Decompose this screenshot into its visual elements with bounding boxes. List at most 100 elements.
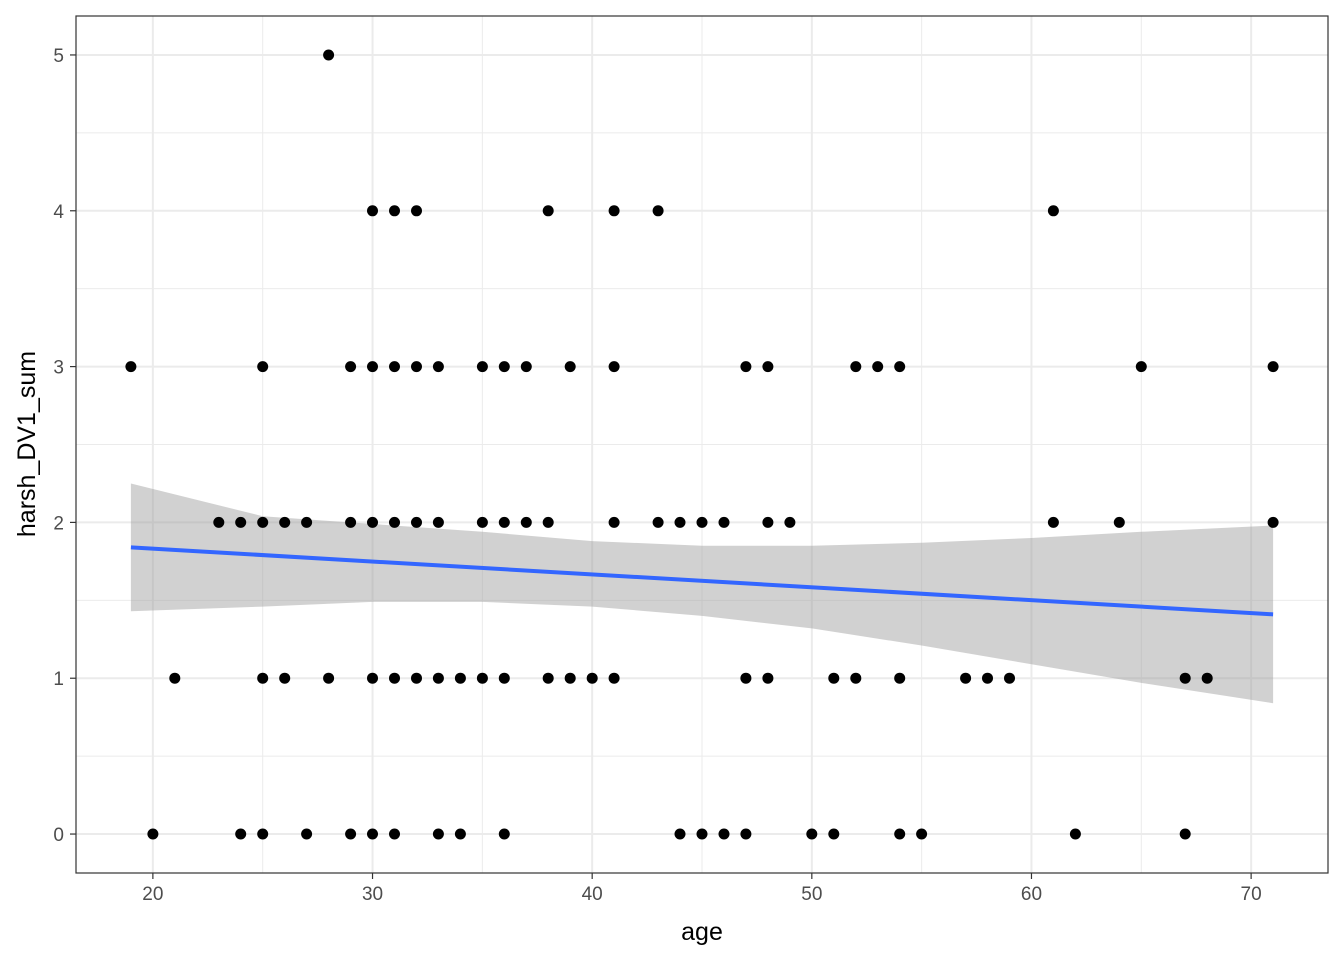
data-point <box>850 361 862 373</box>
data-point <box>257 516 269 528</box>
data-point <box>476 672 488 684</box>
data-point <box>389 361 400 373</box>
data-point <box>608 516 620 528</box>
data-point <box>147 828 159 840</box>
data-point <box>674 516 686 528</box>
data-points <box>125 49 1279 840</box>
data-point <box>213 516 225 528</box>
data-point <box>982 672 993 684</box>
data-point <box>542 516 554 528</box>
data-point <box>301 828 313 840</box>
data-point <box>279 672 291 684</box>
data-point <box>389 516 400 528</box>
data-point <box>257 828 269 840</box>
data-point <box>916 828 928 840</box>
data-point <box>542 205 554 217</box>
data-point <box>740 361 752 373</box>
data-point <box>564 672 576 684</box>
y-tick-label: 3 <box>53 358 64 379</box>
data-point <box>169 672 181 684</box>
data-point <box>498 672 510 684</box>
data-point <box>608 672 620 684</box>
data-point <box>323 49 335 61</box>
x-tick-label: 40 <box>582 884 603 905</box>
data-point <box>718 828 730 840</box>
data-point <box>1201 672 1213 684</box>
data-point <box>323 672 335 684</box>
data-point <box>520 361 532 373</box>
data-point <box>828 828 840 840</box>
data-point <box>1267 361 1279 373</box>
data-point <box>345 828 357 840</box>
data-point <box>367 516 378 528</box>
data-point <box>498 361 510 373</box>
data-point <box>762 672 774 684</box>
x-tick-label: 30 <box>362 884 383 905</box>
data-point <box>367 828 378 840</box>
regression-line <box>130 545 1274 617</box>
x-tick-label: 70 <box>1241 884 1262 905</box>
data-point <box>301 516 313 528</box>
data-point <box>696 828 708 840</box>
data-point <box>828 672 840 684</box>
data-point <box>454 828 466 840</box>
data-point <box>345 516 357 528</box>
data-point <box>850 672 862 684</box>
data-point <box>542 672 554 684</box>
data-point <box>696 516 708 528</box>
data-point <box>432 516 444 528</box>
data-point <box>411 205 422 217</box>
data-point <box>476 516 488 528</box>
data-point <box>279 516 291 528</box>
y-tick-label: 2 <box>53 513 64 534</box>
data-point <box>872 361 884 373</box>
data-point <box>1135 361 1147 373</box>
data-point <box>652 516 664 528</box>
y-axis-title: harsh_DV1_sum <box>13 351 41 537</box>
data-point <box>1179 672 1191 684</box>
data-point <box>257 672 269 684</box>
data-point <box>1047 516 1059 528</box>
data-point <box>674 828 686 840</box>
data-point <box>894 828 906 840</box>
data-point <box>586 672 598 684</box>
data-point <box>652 205 664 217</box>
x-tick-label: 60 <box>1021 884 1042 905</box>
data-point <box>411 361 422 373</box>
data-point <box>432 672 444 684</box>
data-point <box>1004 672 1015 684</box>
y-axis: 0 1 2 3 4 5 <box>53 46 76 846</box>
data-point <box>432 828 444 840</box>
data-point <box>762 361 774 373</box>
data-point <box>411 672 422 684</box>
data-point <box>235 828 247 840</box>
y-tick-label: 0 <box>53 825 64 846</box>
data-point <box>125 361 137 373</box>
data-point <box>432 361 444 373</box>
data-point <box>498 828 510 840</box>
confidence-band <box>130 483 1274 704</box>
data-point <box>1069 828 1081 840</box>
data-point <box>762 516 774 528</box>
data-point <box>257 361 269 373</box>
data-point <box>740 828 752 840</box>
data-point <box>476 361 488 373</box>
x-tick-label: 20 <box>142 884 163 905</box>
data-point <box>960 672 972 684</box>
data-point <box>367 361 378 373</box>
y-tick-label: 4 <box>53 202 64 223</box>
data-point <box>389 205 400 217</box>
x-tick-label: 50 <box>801 884 822 905</box>
data-point <box>389 672 400 684</box>
data-point <box>1047 205 1059 217</box>
data-point <box>564 361 576 373</box>
data-point <box>1179 828 1191 840</box>
data-point <box>367 205 378 217</box>
data-point <box>894 672 906 684</box>
y-tick-label: 5 <box>53 46 64 67</box>
data-point <box>367 672 378 684</box>
minor-gridlines <box>76 16 1328 873</box>
x-axis: 20 30 40 50 60 70 <box>142 873 1262 905</box>
data-point <box>894 361 906 373</box>
